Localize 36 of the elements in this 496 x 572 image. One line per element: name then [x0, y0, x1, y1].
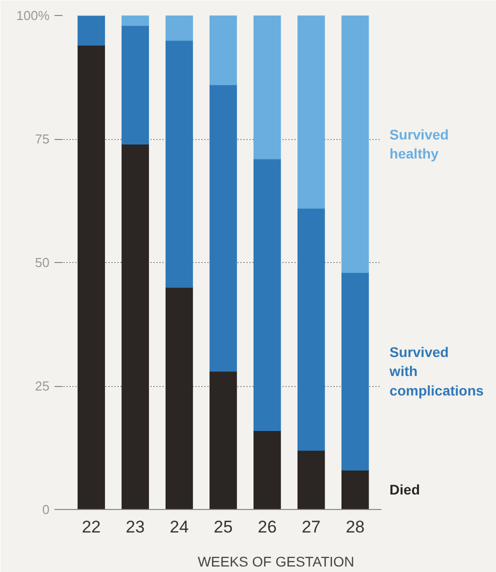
x-axis-title: WEEKS OF GESTATION: [198, 554, 354, 570]
bar: [254, 430, 281, 510]
bar: [297, 450, 325, 510]
bar: [254, 158, 281, 431]
bar: [210, 84, 237, 372]
bar: [78, 44, 105, 510]
bar: [166, 16, 193, 41]
x-tick-label: 23: [126, 518, 145, 536]
x-tick-label: 25: [214, 518, 233, 536]
bar: [122, 16, 149, 26]
bar: [297, 208, 325, 451]
bar: [341, 16, 369, 273]
bar: [210, 370, 237, 510]
bar: [122, 143, 149, 510]
y-tick-label: 0: [42, 502, 50, 517]
x-tick-label: 24: [170, 518, 189, 536]
series-label: Survived healthy: [390, 126, 449, 162]
series-label: Died: [390, 482, 420, 498]
y-tick-label: 50: [35, 255, 50, 270]
y-tick-label: 75: [35, 132, 50, 146]
bar: [166, 286, 193, 510]
bar: [297, 16, 325, 209]
bar: [341, 469, 369, 510]
y-tick-label: 25: [35, 378, 50, 394]
x-tick-label: 22: [82, 518, 101, 536]
series-label: Survived with complications: [388, 344, 484, 398]
x-tick-label: 28: [346, 518, 365, 536]
bar: [122, 24, 149, 144]
bar: [210, 16, 237, 86]
y-tick-label: 100%: [16, 8, 50, 23]
x-tick-label: 27: [302, 518, 321, 536]
bar: [341, 272, 369, 470]
bar: [254, 16, 281, 160]
bar: [78, 16, 105, 46]
bar: [166, 40, 193, 288]
x-tick-label: 26: [258, 518, 277, 536]
